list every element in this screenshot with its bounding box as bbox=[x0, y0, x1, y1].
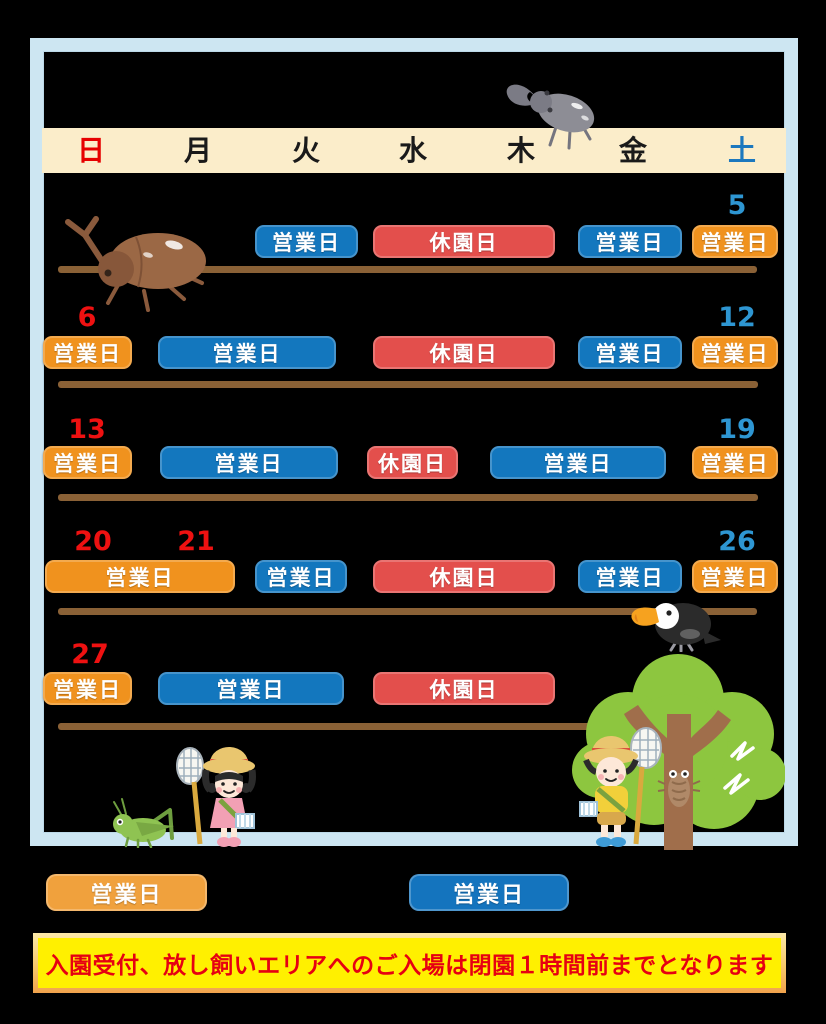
dow-saturday: 土 bbox=[727, 135, 757, 166]
date-number: 12 bbox=[718, 302, 756, 333]
date-number: 27 bbox=[71, 639, 109, 670]
open-day-pill: 営業日 bbox=[692, 446, 778, 479]
open-day-pill: 営業日 bbox=[578, 560, 682, 593]
week-divider-line bbox=[58, 381, 758, 388]
cicada-icon bbox=[657, 770, 701, 807]
open-day-pill: 営業日 bbox=[255, 225, 358, 258]
rhino-beetle-icon bbox=[65, 216, 206, 312]
dow-wednesday: 水 bbox=[398, 135, 428, 166]
open-day-pill: 営業日 bbox=[490, 446, 666, 479]
closed-day-pill: 休園日 bbox=[367, 446, 458, 479]
open-day-pill: 営業日 bbox=[158, 336, 336, 369]
date-number: 21 bbox=[177, 526, 215, 557]
dow-tuesday: 火 bbox=[291, 135, 321, 166]
date-number: 13 bbox=[68, 414, 106, 445]
girl-with-net-icon bbox=[176, 746, 256, 847]
toucan-icon bbox=[631, 603, 721, 652]
date-number: 20 bbox=[74, 526, 112, 557]
dow-friday: 金 bbox=[618, 135, 648, 166]
closed-day-pill: 休園日 bbox=[373, 560, 555, 593]
week-divider-line bbox=[58, 266, 757, 273]
cicada-chirp-marks bbox=[723, 741, 755, 795]
open-day-pill: 営業日 bbox=[692, 225, 778, 258]
closed-day-pill: 休園日 bbox=[373, 336, 555, 369]
grasshopper-icon bbox=[113, 798, 174, 848]
week-divider-line bbox=[58, 723, 623, 730]
date-number: 19 bbox=[718, 414, 756, 445]
legend-open-weekday-pill: 営業日 bbox=[409, 874, 569, 911]
week-divider-line bbox=[58, 608, 757, 615]
open-day-pill: 営業日 bbox=[255, 560, 347, 593]
open-day-pill: 営業日 bbox=[158, 672, 344, 705]
boy-with-net-icon bbox=[579, 727, 662, 847]
date-number: 26 bbox=[718, 526, 756, 557]
open-day-pill: 営業日 bbox=[578, 225, 682, 258]
open-day-pill: 営業日 bbox=[45, 560, 235, 593]
legend-open-weekend-pill: 営業日 bbox=[46, 874, 207, 911]
open-day-pill: 営業日 bbox=[43, 446, 132, 479]
closed-day-pill: 休園日 bbox=[373, 672, 555, 705]
dow-thursday: 木 bbox=[506, 135, 536, 166]
open-day-pill: 営業日 bbox=[43, 336, 132, 369]
open-day-pill: 営業日 bbox=[578, 336, 682, 369]
notice-text: 入園受付、放し飼いエリアへのご入場は閉園１時間前までとなります bbox=[38, 938, 781, 988]
date-number: 5 bbox=[727, 190, 747, 221]
closed-day-pill: 休園日 bbox=[373, 225, 555, 258]
dow-monday: 月 bbox=[183, 135, 213, 166]
open-day-pill: 営業日 bbox=[692, 336, 778, 369]
open-day-pill: 営業日 bbox=[692, 560, 778, 593]
date-number: 6 bbox=[77, 302, 97, 333]
week-divider-line bbox=[58, 494, 758, 501]
open-day-pill: 営業日 bbox=[43, 672, 132, 705]
stag-beetle-icon bbox=[506, 84, 595, 150]
day-of-week-header: 日 月 火 水 木 金 土 bbox=[42, 128, 786, 173]
notice-banner: 入園受付、放し飼いエリアへのご入場は閉園１時間前までとなります bbox=[33, 933, 786, 993]
open-day-pill: 営業日 bbox=[160, 446, 338, 479]
dow-sunday: 日 bbox=[76, 135, 106, 166]
